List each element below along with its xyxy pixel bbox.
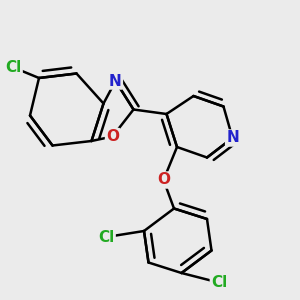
Text: O: O [157, 172, 170, 188]
Text: O: O [106, 129, 119, 144]
Text: Cl: Cl [211, 275, 227, 290]
Text: Cl: Cl [98, 230, 115, 244]
Text: N: N [226, 130, 239, 146]
Text: Cl: Cl [5, 60, 22, 75]
Text: N: N [109, 74, 122, 88]
